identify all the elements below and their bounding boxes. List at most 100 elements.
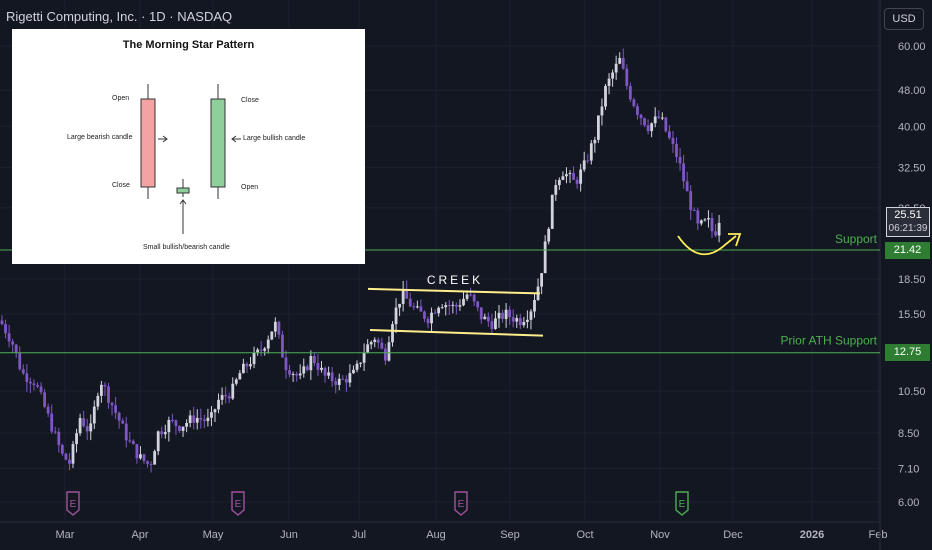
candle-body	[64, 453, 68, 460]
candle-body	[156, 431, 160, 452]
x-tick-label: Apr	[131, 529, 148, 541]
candle-body	[96, 395, 100, 407]
candle-body	[483, 316, 487, 320]
earnings-label: E	[235, 499, 242, 510]
candle-body	[682, 163, 685, 182]
candle-body	[348, 373, 352, 383]
candle-body	[71, 444, 75, 464]
candle-body	[526, 319, 529, 322]
x-tick-label: Jun	[280, 529, 298, 541]
candle-body	[107, 386, 110, 403]
candle-body	[593, 139, 597, 144]
currency-button[interactable]: USD	[884, 8, 924, 30]
candle-body	[362, 352, 366, 363]
y-tick-label: 48.00	[898, 85, 926, 97]
candle-body	[281, 334, 284, 358]
candle-body	[355, 363, 359, 370]
candle-body	[259, 349, 263, 351]
candle-body	[114, 405, 117, 413]
candle-body	[547, 228, 551, 242]
y-tick-label: 40.00	[898, 121, 926, 133]
candle-body	[412, 306, 416, 308]
candle-body	[110, 402, 114, 406]
candle-body	[543, 241, 547, 274]
x-tick-label: Jul	[352, 529, 366, 541]
candle-body	[494, 318, 497, 329]
earnings-badge	[66, 491, 80, 516]
candle-body	[234, 379, 238, 384]
candle-body	[302, 366, 306, 374]
ath-price-tag: 12.75	[885, 344, 930, 361]
candle-body	[295, 373, 299, 376]
last-price: 25.51	[894, 209, 922, 221]
candle-body	[455, 304, 458, 307]
y-tick-label: 15.50	[898, 309, 926, 321]
candle-body	[636, 106, 639, 115]
x-tick-label: Oct	[576, 529, 593, 541]
candle-body	[501, 312, 504, 320]
candle-body	[437, 307, 441, 314]
candle-body	[632, 99, 636, 107]
candle-body	[29, 381, 32, 384]
candle-body	[185, 422, 188, 427]
x-tick-label: May	[203, 529, 224, 541]
candle-body	[7, 333, 11, 342]
candle-body	[92, 406, 96, 424]
candle-body	[692, 210, 696, 212]
candle-body	[522, 321, 526, 326]
close-right-label: Close	[241, 97, 259, 104]
inset-title: The Morning Star Pattern	[122, 39, 255, 51]
candle-body	[486, 316, 490, 322]
candle-body	[217, 399, 220, 410]
candle-body	[266, 339, 270, 349]
candle-body	[465, 294, 469, 299]
candle-body	[18, 352, 22, 370]
candle-body	[256, 349, 259, 353]
candle-body	[174, 420, 178, 427]
candle-body	[561, 176, 565, 180]
candle-body	[167, 419, 171, 433]
candle-body	[678, 156, 682, 164]
candle-body	[131, 440, 135, 445]
candle-body	[50, 413, 54, 432]
candle-body	[263, 348, 267, 351]
candle-body	[511, 317, 515, 322]
large-bearish-label: Large bearish candle	[67, 134, 133, 141]
candle-body	[46, 406, 50, 414]
candle-body	[504, 309, 508, 320]
candle-body	[341, 378, 345, 380]
candle-body	[540, 273, 543, 287]
candle-body	[568, 173, 572, 175]
symbol-title[interactable]: Rigetti Computing, Inc. · 1D · NASDAQ	[6, 9, 233, 24]
candle-body	[313, 356, 316, 364]
candle-body	[625, 68, 629, 86]
candle-body	[426, 318, 430, 324]
candle-body	[699, 220, 703, 224]
candle-body	[703, 219, 707, 221]
y-tick-label: 60.00	[898, 41, 926, 53]
candle-body	[415, 306, 419, 308]
candle-body	[305, 366, 309, 371]
candle-body	[252, 352, 256, 365]
candle-body	[533, 299, 536, 312]
candle-body	[401, 289, 405, 304]
candle-body	[153, 451, 157, 465]
support-price-tag: 21.42	[885, 242, 930, 259]
candle-body	[149, 464, 153, 466]
x-tick-label: Mar	[56, 529, 75, 541]
candle-body	[288, 370, 291, 375]
x-tick-label: Feb	[869, 529, 888, 541]
candle-body	[359, 362, 362, 364]
candle-body	[124, 423, 128, 441]
candle-body	[227, 396, 231, 399]
candle-body	[146, 461, 149, 465]
support-label: Support	[835, 232, 878, 246]
candle-body	[210, 412, 213, 418]
x-tick-label: 2026	[800, 529, 824, 541]
candle-body	[419, 306, 423, 312]
candle-body	[202, 419, 206, 422]
candle-body	[57, 431, 61, 446]
candle-body	[653, 116, 657, 124]
candle-body	[36, 384, 39, 387]
morning-star-inset: The Morning Star Pattern Open Large bear…	[12, 29, 365, 264]
